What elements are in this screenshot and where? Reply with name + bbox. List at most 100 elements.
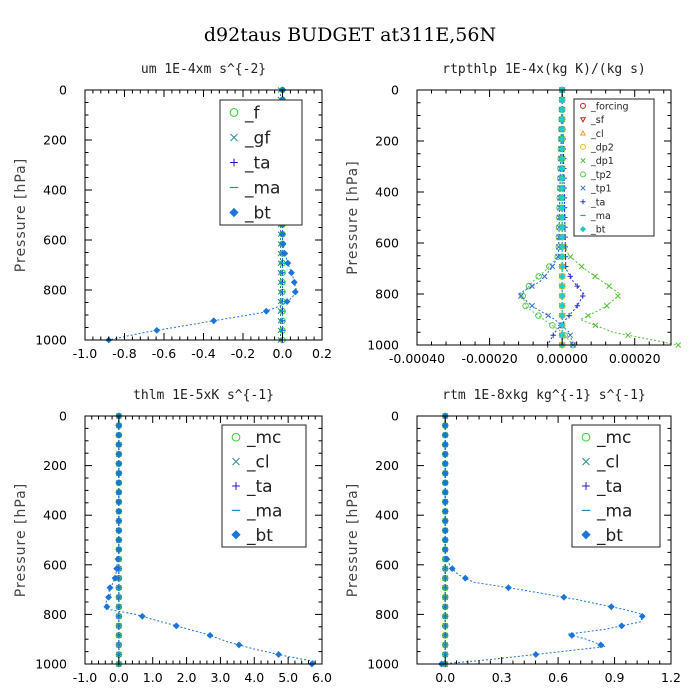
panel-1: um 1E-4xm s^{-2} Pressure [hPa] 0 200 400 600… xyxy=(13,62,332,361)
data-point xyxy=(275,651,283,658)
legend-label: _tp1 xyxy=(590,184,612,195)
data-point xyxy=(558,165,566,172)
data-point xyxy=(558,321,566,329)
data-point xyxy=(115,431,123,439)
data-point xyxy=(606,283,612,290)
data-point xyxy=(585,312,591,319)
data-point xyxy=(558,155,566,163)
legend-marker xyxy=(580,199,586,205)
data-point xyxy=(443,555,451,563)
panel-3: thlm 1E-5xK s^{-1} Pressure [hPa] 0 200 400 6… xyxy=(13,388,332,685)
data-point xyxy=(283,298,291,305)
y-axis-label: Pressure [hPa] xyxy=(13,158,29,272)
panel-title: um 1E-4xm s^{-2} xyxy=(141,62,266,77)
data-point xyxy=(597,641,605,649)
legend-label: _mc xyxy=(246,428,281,448)
x-tick-label: -1.0 xyxy=(73,670,97,685)
legend-label: _ma xyxy=(590,211,611,222)
legend: _mc _cl _ta _ma _bt xyxy=(221,424,307,548)
legend-label: _dp2 xyxy=(590,142,614,153)
data-point xyxy=(535,312,542,319)
data-point xyxy=(441,546,449,553)
data-point xyxy=(115,507,123,515)
data-point xyxy=(113,565,121,573)
x-tick-label: 0.2 xyxy=(312,346,332,361)
legend-marker xyxy=(581,432,591,442)
data-point xyxy=(115,546,123,553)
data-point xyxy=(580,293,586,299)
y-tick-label: 600 xyxy=(43,557,67,572)
data-point xyxy=(172,622,180,630)
data-point xyxy=(541,273,548,280)
data-point xyxy=(288,269,295,277)
data-point xyxy=(549,263,556,270)
data-point xyxy=(517,293,524,299)
data-point xyxy=(603,302,610,309)
legend-label: _bt xyxy=(596,526,623,546)
y-tick-label: 200 xyxy=(43,133,67,148)
y-tick-label: 800 xyxy=(375,287,399,302)
x-tick-label: 5.0 xyxy=(278,670,298,685)
data-point xyxy=(262,307,270,315)
data-point xyxy=(441,422,449,429)
data-point xyxy=(441,441,449,449)
data-point xyxy=(441,498,449,506)
data-point xyxy=(441,460,449,468)
data-point xyxy=(235,641,243,649)
data-point xyxy=(592,273,598,280)
data-point xyxy=(558,233,566,241)
legend-marker xyxy=(232,457,240,466)
y-tick-label: 0 xyxy=(59,409,67,424)
series-line xyxy=(547,89,585,346)
data-point xyxy=(529,283,535,290)
data-point xyxy=(106,584,114,592)
x-tick-label: 0.0 xyxy=(435,670,455,685)
legend-marker xyxy=(579,226,587,233)
panel-4: rtm 1E-8xkg kg^{-1} s^{-1} Pressure [hPa]… xyxy=(345,388,681,685)
data-point xyxy=(115,517,123,525)
y-tick-label: 1000 xyxy=(367,657,399,672)
legend-label: _cl xyxy=(596,453,620,473)
data-point xyxy=(558,263,566,270)
panel-title: thlm 1E-5xK s^{-1} xyxy=(133,388,274,403)
data-point xyxy=(441,431,449,439)
data-point xyxy=(558,204,566,212)
data-point xyxy=(549,322,556,329)
x-tick-label: -0.4 xyxy=(191,346,215,361)
legend-marker xyxy=(230,158,238,167)
data-point xyxy=(567,253,574,260)
legend-marker xyxy=(580,171,586,178)
x-tick-label: -0.00020 xyxy=(461,351,517,366)
data-point xyxy=(115,536,123,544)
y-tick-label: 400 xyxy=(375,185,399,200)
data-point xyxy=(206,631,214,639)
legend-label: _dp1 xyxy=(590,156,614,167)
legend-marker xyxy=(580,185,586,191)
data-point xyxy=(115,498,123,506)
legend-label: _ta xyxy=(244,154,271,174)
x-tick-label: 3.0 xyxy=(210,670,230,685)
data-point xyxy=(558,253,566,261)
data-point xyxy=(675,342,682,348)
data-point xyxy=(638,612,646,620)
data-point xyxy=(279,240,287,248)
data-point xyxy=(138,612,146,620)
y-tick-label: 400 xyxy=(43,183,67,198)
series-line xyxy=(521,89,574,346)
y-axis-label: Pressure [hPa] xyxy=(345,483,361,597)
legend-marker xyxy=(230,133,238,142)
data-point xyxy=(115,469,123,477)
y-tick-label: 1000 xyxy=(35,333,67,348)
data-point xyxy=(441,479,449,487)
legend-marker xyxy=(580,102,586,109)
legend: _forcing _sf _cl _dp2 _dp1 _tp2 _tp1 _ta _ma _bt xyxy=(573,98,655,237)
legend-marker xyxy=(231,432,241,442)
figure-title: d92taus BUDGET at311E,56N xyxy=(204,24,496,46)
legend-label: _ta xyxy=(246,477,273,497)
data-point xyxy=(441,488,449,496)
data-point xyxy=(558,223,566,231)
x-tick-label: 0.3 xyxy=(492,670,512,685)
data-point xyxy=(441,517,449,525)
x-tick-label: 0.6 xyxy=(548,670,568,685)
legend-label: _gf xyxy=(244,129,271,149)
